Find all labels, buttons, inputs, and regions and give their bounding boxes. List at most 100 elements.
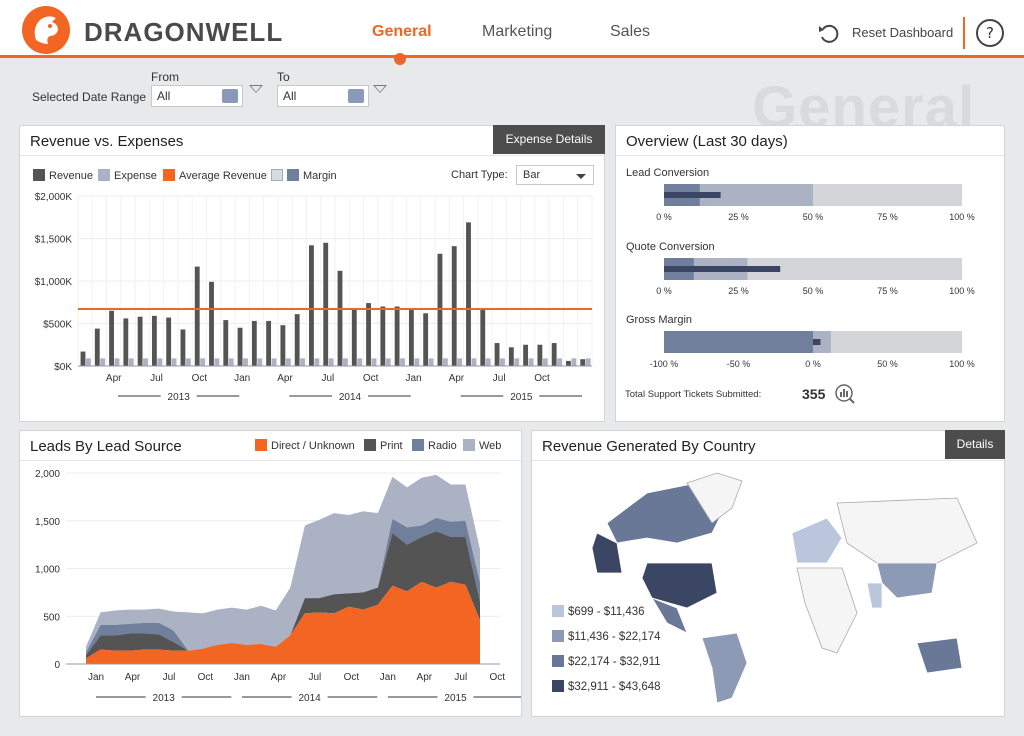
expense-bar [557,358,563,366]
expense-bar [428,358,434,366]
reset-icon[interactable] [816,21,842,47]
help-button[interactable]: ? [976,19,1004,47]
x-tick-label: Jul [308,672,321,683]
expense-bar [571,358,577,366]
bullet-tick: 75 % [877,286,898,296]
legend-swatch [163,169,175,181]
expense-bar [271,358,277,366]
overview-bullets: Lead Conversion 0 % 25 % 50 % 75 % 100 % Quote… [626,167,975,369]
bullet-value-bar [664,192,721,198]
active-tab-indicator [394,53,406,65]
y-tick-label: 1,500 [35,517,60,528]
legend-direct: Direct / Unknown [255,439,355,452]
legend-revenue: Revenue [33,169,93,182]
x-tick-label: Oct [344,672,360,683]
area-series [86,517,480,656]
expense-bar [414,358,420,366]
world-map[interactable] [537,463,999,713]
x-tick-label: Oct [534,373,550,384]
revenue-bar [237,327,243,366]
revenue-bar [80,351,86,366]
expense-bar [485,358,491,366]
chart-type-label: Chart Type: [451,169,508,181]
tab-general[interactable]: General [372,23,432,40]
revenue-bar [109,310,114,366]
to-calendar-icon[interactable] [348,89,364,103]
legend-swatch [98,169,110,181]
revenue-bar [123,318,129,366]
country-details-button[interactable]: Details [945,430,1005,459]
expense-bar [285,358,291,366]
expense-bar [328,358,334,366]
expense-bar [128,358,134,366]
revenue-title: Revenue vs. Expenses [30,133,184,150]
bullet-tick: 100 % [949,212,975,222]
from-calendar-icon[interactable] [222,89,238,103]
legend-swatch [552,605,564,617]
revenue-bar [223,320,229,366]
reset-dashboard-button[interactable]: Reset Dashboard [852,25,954,40]
europe-region [791,517,843,564]
leads-title: Leads By Lead Source [30,438,182,455]
expense-bar [542,358,548,366]
y-tick-label: 0 [54,660,60,671]
legend-swatch [552,655,564,667]
to-date-field[interactable]: All [277,85,369,107]
legend-label: Margin [303,170,337,182]
bullet-tick: 0 % [656,286,672,296]
to-date-value: All [283,89,297,103]
year-label: 2015 [444,693,467,704]
revenue-bar [380,306,386,366]
legend-swatch [287,169,299,181]
to-dropdown-icon[interactable] [373,85,387,93]
revenue-bar [266,320,272,366]
revenue-bar [480,308,486,366]
legend-swatch [364,439,376,451]
africa-region [796,567,858,654]
legend-bucket-3: $22,174 - $32,911 [552,655,661,668]
x-tick-label: Apr [277,373,293,384]
legend-radio: Radio [412,439,457,452]
legend-swatch [271,169,283,181]
expense-bar [314,358,320,366]
legend-margin: Margin [271,169,337,182]
x-tick-label: Jan [234,672,250,683]
country-title: Revenue Generated By Country [542,438,756,455]
bullet-label: Gross Margin [626,314,692,326]
revenue-bar [537,344,543,366]
tickets-chart-icon[interactable] [834,383,856,405]
x-tick-label: Jan [234,373,250,384]
expense-bar [500,358,505,366]
expense-bar [114,358,120,366]
legend-bucket-2: $11,436 - $22,174 [552,630,661,643]
bullet-label: Lead Conversion [626,167,709,179]
revenue-bar [566,360,571,366]
expense-bar [385,358,391,366]
chart-type-select[interactable]: Bar [516,165,594,185]
x-tick-label: Oct [490,672,506,683]
greenland-region [686,472,743,524]
y-tick-label: 2,000 [35,469,60,480]
year-label: 2014 [298,693,321,704]
expense-details-button[interactable]: Expense Details [493,125,605,154]
expense-bar [228,358,234,366]
legend-label: Direct / Unknown [271,440,355,452]
legend-expense: Expense [98,169,157,182]
x-tick-label: Apr [449,373,465,384]
year-label: 2013 [168,392,191,403]
bullet-tick: 0 % [656,212,672,222]
from-date-field[interactable]: All [151,85,243,107]
brand-wordmark: DRAGONWELL [84,17,284,47]
tab-sales[interactable]: Sales [610,23,651,40]
china-region [876,562,938,599]
area-series [86,474,480,653]
legend-bucket-1: $699 - $11,436 [552,605,645,618]
from-dropdown-icon[interactable] [249,85,263,93]
expense-bar [400,358,405,366]
legend-swatch [255,439,267,451]
revenue-bar [294,314,300,366]
x-tick-label: Apr [125,672,141,683]
x-tick-label: Jan [88,672,104,683]
tab-marketing[interactable]: Marketing [482,23,553,40]
x-tick-label: Jul [493,373,506,384]
